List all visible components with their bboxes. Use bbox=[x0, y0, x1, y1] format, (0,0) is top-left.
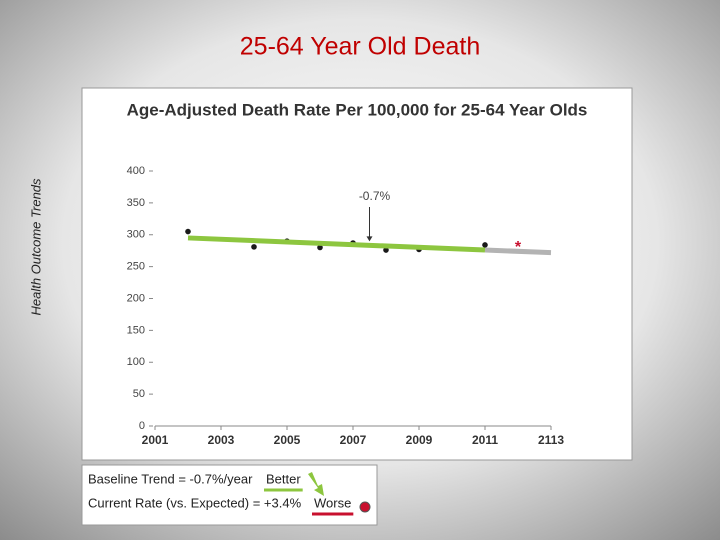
data-point bbox=[317, 244, 323, 251]
data-point bbox=[482, 242, 488, 248]
chart-box bbox=[81, 87, 633, 461]
x-tick-label: 2011 bbox=[472, 433, 498, 447]
y-tick-label: 350 bbox=[127, 197, 145, 209]
x-tick-label: 2001 bbox=[142, 433, 169, 447]
y-tick-label: 0 bbox=[139, 420, 145, 432]
x-tick-label: 2009 bbox=[406, 433, 433, 447]
legend-label: Baseline Trend = -0.7%/year bbox=[88, 471, 253, 486]
trend-line bbox=[484, 247, 552, 256]
expected-point: * bbox=[515, 239, 522, 256]
legend-dot bbox=[359, 501, 371, 513]
data-point bbox=[185, 228, 191, 235]
annotation-arrowhead bbox=[366, 236, 373, 242]
x-tick-label: 2003 bbox=[208, 433, 235, 447]
x-tick-label: 2113 bbox=[538, 433, 564, 447]
y-tick-label: 150 bbox=[127, 324, 145, 336]
y-tick-label: 200 bbox=[127, 292, 145, 304]
annotation: -0.7% bbox=[359, 189, 391, 203]
data-point bbox=[383, 247, 389, 253]
side-label: Health Outcome Trends bbox=[28, 178, 43, 316]
y-tick-label: 300 bbox=[127, 229, 145, 241]
x-tick-label: 2007 bbox=[340, 433, 367, 447]
legend-arrow bbox=[308, 472, 324, 496]
data-point bbox=[251, 244, 257, 250]
legend-status: Better bbox=[266, 471, 301, 486]
y-tick-label: 250 bbox=[127, 261, 145, 273]
chart-title: Age-Adjusted Death Rate Per 100,000 for … bbox=[127, 100, 588, 119]
legend-status: Worse bbox=[314, 495, 351, 510]
x-tick-label: 2005 bbox=[274, 433, 301, 447]
y-tick-label: 100 bbox=[127, 356, 145, 368]
y-tick-label: 400 bbox=[127, 165, 145, 177]
trend-line bbox=[187, 235, 486, 253]
y-tick-label: 50 bbox=[133, 388, 145, 400]
legend-label: Current Rate (vs. Expected) = +3.4% bbox=[88, 495, 302, 510]
slide-title: 25-64 Year Old Death bbox=[240, 33, 480, 61]
